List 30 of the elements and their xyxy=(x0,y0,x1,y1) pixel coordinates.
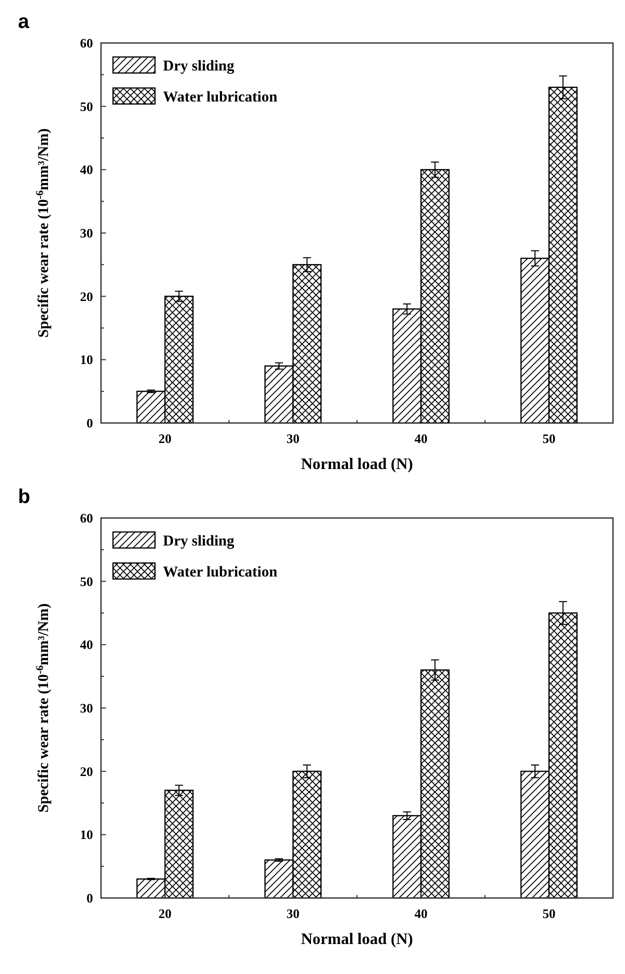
x-tick-label: 30 xyxy=(286,906,300,921)
y-tick-label: 30 xyxy=(80,226,93,241)
chart-title: b xyxy=(18,486,30,508)
y-tick-label: 20 xyxy=(80,764,93,779)
y-tick-label: 50 xyxy=(80,98,93,114)
y-tick-label: 50 xyxy=(80,574,93,589)
legend-label: Water lubrication xyxy=(163,89,278,106)
y-tick-label: 10 xyxy=(80,352,93,368)
y-tick-label: 40 xyxy=(80,162,93,178)
y-tick-label: 60 xyxy=(80,36,93,51)
legend-label: Dry sliding xyxy=(163,58,235,74)
x-tick-label: 50 xyxy=(542,906,556,921)
y-tick-label: 60 xyxy=(80,510,93,526)
y-tick-label: 30 xyxy=(80,700,93,716)
x-tick-label: 40 xyxy=(414,431,428,446)
legend-label: Dry sliding xyxy=(163,533,235,550)
x-tick-label: 20 xyxy=(158,431,172,446)
legend-label: Water lubrication xyxy=(163,564,278,580)
x-axis-title: Normal load (N) xyxy=(301,931,413,948)
y-tick-label: 10 xyxy=(80,827,93,842)
x-tick-label: 20 xyxy=(158,906,172,921)
chart-title: a xyxy=(18,11,30,33)
y-tick-label: 20 xyxy=(80,288,93,304)
x-axis-title: Normal load (N) xyxy=(301,456,413,473)
x-tick-label: 40 xyxy=(414,906,428,921)
x-tick-label: 30 xyxy=(286,431,300,446)
y-tick-label: 0 xyxy=(86,416,93,431)
x-tick-label: 50 xyxy=(542,431,556,446)
y-tick-label: 40 xyxy=(80,637,93,652)
y-tick-label: 0 xyxy=(86,890,93,906)
